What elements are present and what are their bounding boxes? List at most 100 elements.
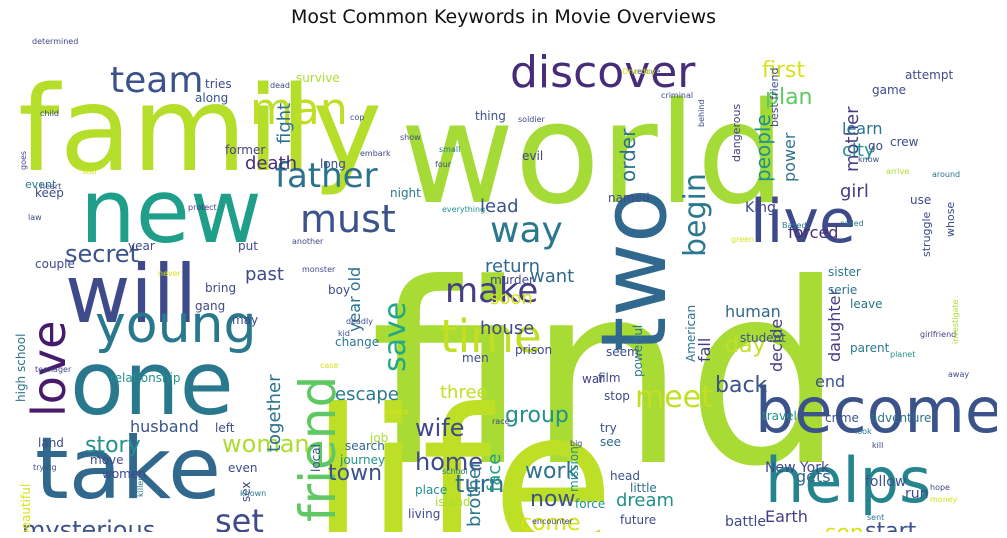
word-boy: boy (328, 283, 350, 297)
chart-title: Most Common Keywords in Movie Overviews (290, 6, 717, 28)
word-year: year (128, 239, 155, 253)
word-time: time (440, 310, 542, 363)
word-mission: mission (567, 446, 581, 492)
word-begin: begin (678, 173, 713, 257)
word-money: money (930, 495, 958, 504)
word-know: know (858, 155, 880, 164)
word-daughter: daughter (825, 288, 844, 362)
word-arrive: arrive (886, 167, 909, 176)
word-embark: embark (360, 149, 391, 158)
word-sex: sex (239, 481, 253, 502)
word-kid: kid (338, 329, 350, 338)
word-living: living (408, 507, 440, 521)
word-two: two (582, 188, 687, 352)
word-leave: leave (850, 297, 883, 311)
word-kill: kill (872, 441, 883, 450)
word-keep: keep (35, 186, 64, 200)
word-will: will (65, 248, 197, 341)
word-men: men (462, 351, 489, 365)
word-relationship: relationship (110, 371, 181, 385)
word-planet: planet (890, 350, 915, 359)
word-based: Based (782, 221, 807, 230)
word-force: force (575, 497, 605, 511)
word-killer: killer (136, 477, 145, 497)
word-town: town (328, 461, 382, 486)
word-big: big (570, 439, 582, 448)
word-city: city (842, 140, 875, 161)
word-law: law (28, 213, 42, 222)
word-world: world (400, 73, 785, 236)
word-live: live (750, 187, 856, 257)
word-back: back (715, 373, 768, 398)
word-discover: discover (510, 47, 696, 98)
word-try: try (600, 421, 617, 435)
word-journey: journey (339, 453, 385, 467)
word-war: war (582, 372, 604, 386)
word-police: police (385, 407, 409, 416)
word-show: show (400, 133, 421, 142)
word-power: power (780, 132, 799, 182)
word-set: set (215, 502, 264, 532)
word-husband: husband (130, 417, 199, 436)
word-rescue: rescue (634, 67, 661, 76)
word-turn: turn (455, 470, 504, 498)
word-whose: whose (944, 202, 957, 237)
word-crew: crew (890, 135, 919, 149)
word-human: human (725, 302, 781, 321)
word-forced: forced (788, 223, 838, 242)
word-together: together (264, 374, 285, 452)
word-heart: heart (40, 182, 61, 191)
word-little: little (630, 481, 657, 495)
word-best-friend: best friend (768, 68, 781, 127)
word-mother: mother (842, 106, 863, 172)
word-event: event (25, 178, 57, 191)
word-stop: stop (604, 389, 630, 403)
word-team: team (110, 60, 203, 101)
word-student: student (740, 331, 786, 345)
word-crime: crime (825, 411, 859, 425)
word-family: family (18, 60, 382, 198)
word-gang: gang (195, 299, 225, 313)
word-man: man (250, 84, 348, 135)
word-day: day (725, 333, 765, 358)
word-lead: lead (480, 196, 519, 217)
word-son: son (825, 521, 864, 532)
word-prison: prison (515, 343, 552, 357)
word-may: may (232, 313, 258, 327)
word-father: father (275, 156, 378, 196)
word-brother: brother (464, 460, 485, 527)
word-secret: secret (65, 240, 139, 268)
word-evil: evil (522, 149, 543, 163)
word-save: save (378, 302, 413, 372)
word-past: past (245, 264, 284, 285)
word-goes: goes (19, 151, 28, 170)
word-tries: tries (205, 77, 232, 91)
word-search: search (345, 439, 385, 453)
word-thing: thing (475, 109, 506, 123)
word-put: put (238, 239, 258, 253)
word-future: future (620, 513, 656, 527)
word-plan: plan (765, 85, 813, 110)
word-meet: meet (635, 380, 713, 415)
word-learn: learn (842, 119, 883, 138)
word-hope: hope (930, 483, 950, 492)
word-decide: decide (767, 319, 786, 372)
word-green: green (731, 235, 754, 244)
word-woman: woman (222, 430, 310, 458)
word-another: another (292, 237, 324, 246)
word-left: left (215, 421, 235, 435)
word-soldier: soldier (518, 115, 546, 124)
word-american: American (684, 305, 698, 362)
word-three: three (440, 382, 488, 403)
word-around: around (932, 170, 960, 179)
word-order: order (616, 128, 640, 182)
word-women: women (102, 467, 146, 481)
word-protect: protect (188, 203, 217, 212)
word-helps: helps (765, 444, 931, 517)
word-change: change (335, 335, 379, 349)
word-land: land (38, 436, 64, 450)
word-group: group (505, 403, 569, 428)
word-seem: seem (606, 345, 639, 359)
word-adventure: adventure (870, 411, 931, 425)
word-work: work (525, 459, 578, 484)
